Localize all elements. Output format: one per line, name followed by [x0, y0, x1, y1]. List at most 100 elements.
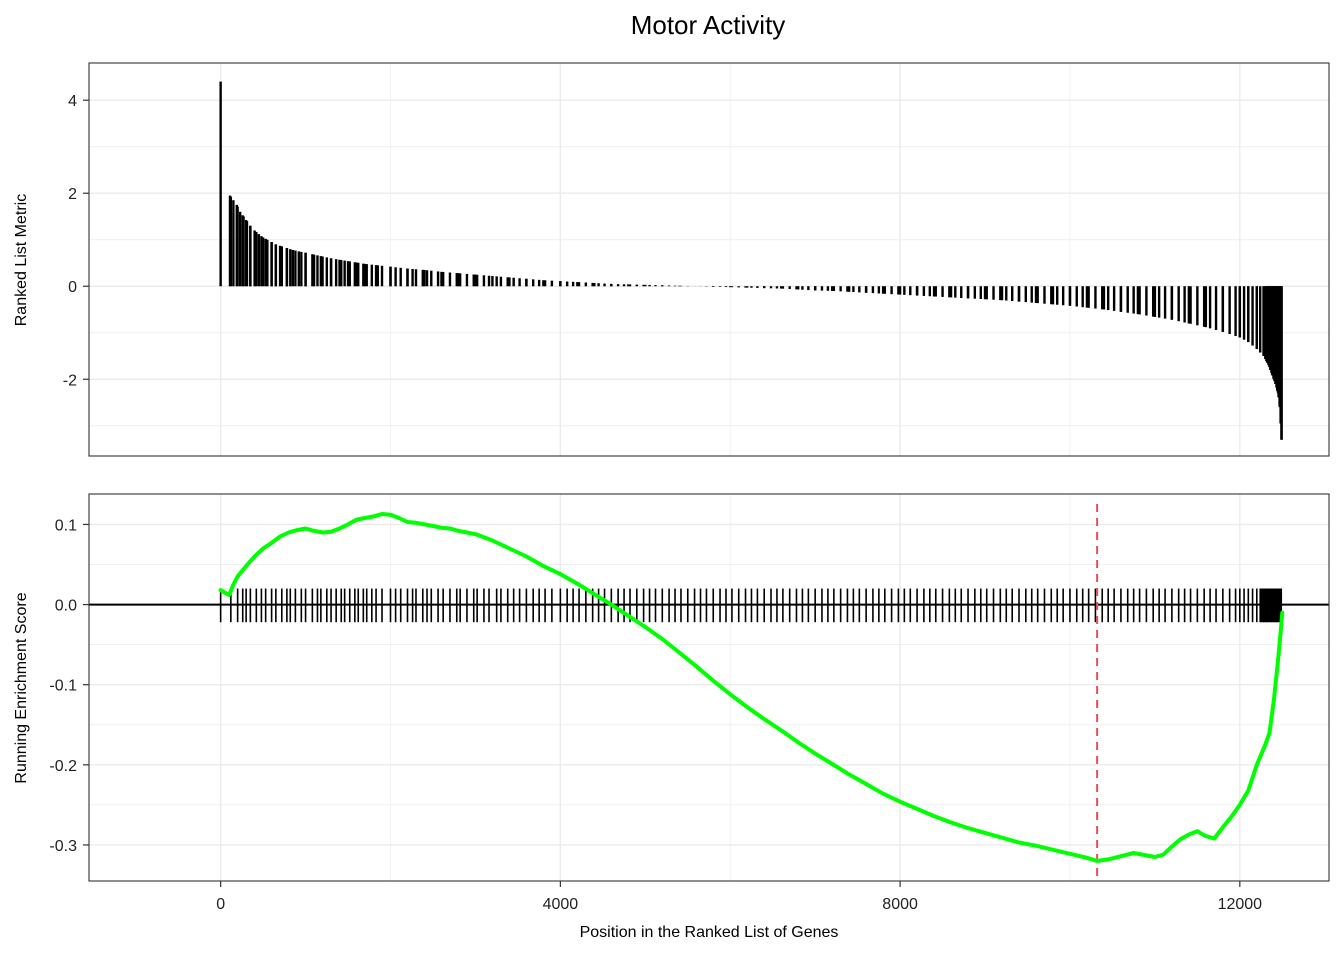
- top-y-tick-label: 0: [68, 279, 77, 296]
- chart-title: Motor Activity: [631, 10, 786, 40]
- metric-bar: [550, 280, 554, 287]
- metric-bar: [487, 275, 491, 287]
- metric-bar: [430, 270, 433, 287]
- metric-bar: [922, 286, 926, 296]
- metric-bar: [236, 206, 239, 287]
- metric-bar: [1000, 286, 1004, 301]
- metric-bar: [1102, 286, 1106, 310]
- metric-bar: [319, 256, 323, 287]
- metric-bar: [915, 286, 919, 296]
- metric-bar: [1208, 286, 1212, 329]
- metric-bar: [1259, 286, 1262, 353]
- metric-bar: [820, 286, 824, 291]
- metric-bar: [897, 286, 900, 295]
- metric-bar: [832, 286, 836, 291]
- metric-bar: [1242, 286, 1246, 340]
- x-tick-label: 4000: [543, 896, 579, 913]
- metric-bar: [960, 286, 963, 298]
- metric-bar: [622, 284, 626, 287]
- metric-bar: [474, 274, 477, 287]
- metric-bar: [858, 286, 861, 293]
- metric-bar: [370, 264, 374, 287]
- metric-bar: [1112, 286, 1116, 311]
- metric-bar: [537, 279, 541, 287]
- metric-bar: [985, 286, 988, 300]
- metric-bar: [491, 276, 494, 287]
- metric-bar: [1183, 286, 1186, 323]
- metric-bar: [242, 216, 245, 287]
- metric-bar: [1094, 286, 1097, 309]
- metric-bar: [363, 263, 367, 287]
- bottom-y-tick-label: -0.2: [49, 758, 77, 775]
- metric-bar: [877, 286, 881, 294]
- metric-bar: [648, 284, 651, 287]
- metric-bar: [826, 286, 830, 291]
- metric-bar: [274, 244, 278, 287]
- metric-bar: [1234, 286, 1237, 337]
- metric-bar: [667, 285, 671, 287]
- metric-bar: [472, 274, 475, 287]
- metric-bar: [285, 248, 289, 287]
- metric-bar: [1262, 286, 1265, 357]
- metric-bar: [795, 286, 798, 290]
- metric-bar: [807, 286, 810, 291]
- metric-bar: [338, 259, 341, 287]
- ranked-metric-bars: [219, 81, 1283, 440]
- metric-bar: [948, 286, 951, 298]
- bottom-y-axis: 0.1 0.0 -0.1 -0.2 -0.3: [49, 517, 89, 855]
- x-tick-label: 8000: [882, 896, 918, 913]
- metric-bar: [775, 286, 779, 289]
- metric-bar: [1196, 286, 1199, 326]
- metric-bar: [518, 278, 521, 287]
- metric-bar: [781, 286, 785, 289]
- metric-bar: [294, 250, 297, 287]
- metric-bar: [1170, 286, 1174, 320]
- metric-bar: [232, 200, 235, 287]
- metric-bar: [1051, 286, 1055, 305]
- metric-bar: [1251, 286, 1254, 346]
- bottom-y-tick-label: 0.0: [55, 598, 77, 615]
- metric-bar: [270, 242, 273, 287]
- metric-bar: [311, 254, 314, 287]
- metric-bar: [423, 269, 426, 287]
- bottom-y-tick-label: -0.1: [49, 678, 77, 695]
- metric-bar: [1085, 286, 1089, 308]
- metric-bar: [852, 286, 855, 293]
- metric-bar: [1228, 286, 1231, 335]
- metric-bar: [1204, 286, 1208, 328]
- metric-bar: [1011, 286, 1014, 302]
- metric-bar: [542, 280, 545, 287]
- metric-bar: [543, 280, 547, 287]
- metric-bar: [278, 245, 282, 287]
- metric-bar: [340, 260, 343, 287]
- metric-bar: [512, 277, 515, 287]
- metric-bar: [737, 286, 740, 288]
- metric-bar: [376, 265, 379, 287]
- metric-bar: [654, 285, 657, 287]
- metric-bar: [577, 282, 581, 287]
- metric-bar: [756, 286, 759, 288]
- metric-bar: [839, 286, 842, 292]
- metric-bar: [300, 251, 303, 287]
- metric-bar: [616, 284, 620, 287]
- metric-bar: [788, 286, 791, 290]
- metric-bar: [881, 286, 885, 294]
- metric-bar: [883, 286, 887, 294]
- metric-bar: [389, 266, 392, 287]
- metric-bar: [813, 286, 817, 291]
- metric-bar: [1036, 286, 1039, 304]
- metric-bar: [576, 282, 579, 287]
- metric-bar: [801, 286, 804, 290]
- metric-bar: [291, 249, 295, 287]
- metric-bar: [1151, 286, 1155, 317]
- top-y-tick-label: -2: [63, 372, 77, 389]
- top-y-axis: 4 2 0 -2: [63, 93, 89, 389]
- metric-bar: [973, 286, 977, 299]
- metric-bar: [1101, 286, 1104, 310]
- metric-bar: [864, 286, 868, 293]
- metric-bar: [979, 286, 982, 300]
- metric-bar: [1238, 286, 1242, 338]
- top-y-axis-label: Ranked List Metric: [13, 194, 30, 327]
- metric-bar: [954, 286, 957, 298]
- bottom-panel-background: [89, 494, 1329, 881]
